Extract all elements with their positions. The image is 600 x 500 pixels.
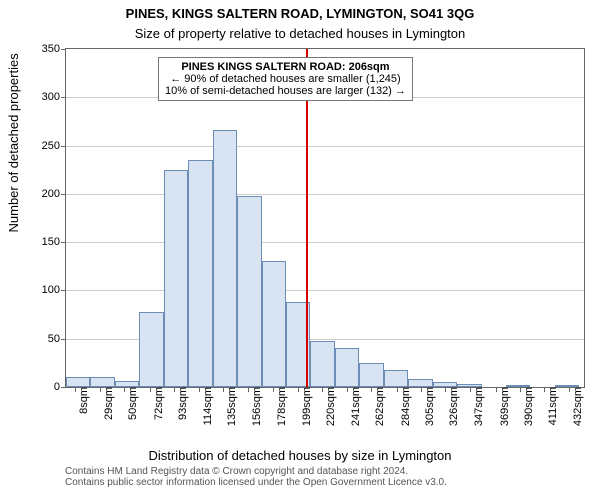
x-tick-label: 29sqm [100, 387, 115, 420]
chart-plot-area: 0501001502002503003508sqm29sqm50sqm72sqm… [65, 48, 585, 388]
histogram-bar [310, 341, 334, 387]
x-tick-label: 93sqm [174, 387, 189, 420]
gridline [66, 290, 584, 291]
histogram-bar [139, 312, 163, 387]
x-tick-label: 220sqm [322, 387, 337, 426]
x-tick-label: 432sqm [569, 387, 584, 426]
histogram-bar [237, 196, 261, 387]
annotation-line1: PINES KINGS SALTERN ROAD: 206sqm [181, 61, 389, 73]
gridline [66, 194, 584, 195]
chart-subtitle: Size of property relative to detached ho… [0, 26, 600, 41]
gridline [66, 146, 584, 147]
y-tick-label: 50 [48, 333, 66, 345]
histogram-bar [262, 261, 286, 387]
annotation-line2: ← 90% of detached houses are smaller (1,… [170, 73, 401, 85]
footer-text: Contains HM Land Registry data © Crown c… [65, 466, 447, 488]
annotation-line3: 10% of semi-detached houses are larger (… [165, 85, 406, 97]
y-tick-label: 350 [42, 43, 66, 55]
x-tick-label: 326sqm [445, 387, 460, 426]
x-tick-label: 262sqm [371, 387, 386, 426]
x-tick-label: 114sqm [199, 387, 214, 425]
x-tick-label: 135sqm [223, 387, 238, 426]
annotation-box: PINES KINGS SALTERN ROAD: 206sqm ← 90% o… [158, 57, 413, 101]
footer-line1: Contains HM Land Registry data © Crown c… [65, 466, 447, 477]
gridline [66, 242, 584, 243]
y-tick-label: 100 [42, 284, 66, 296]
x-tick-label: 241sqm [347, 387, 362, 426]
histogram-bar [408, 379, 432, 387]
histogram-bar [164, 170, 188, 387]
x-tick-label: 411sqm [544, 387, 559, 425]
y-axis-label: Number of detached properties [6, 53, 21, 232]
x-tick-label: 8sqm [75, 387, 90, 414]
footer-line2: Contains public sector information licen… [65, 477, 447, 488]
histogram-bar [359, 363, 383, 387]
histogram-bar [66, 377, 90, 387]
histogram-bar [335, 348, 359, 387]
y-tick-label: 250 [42, 140, 66, 152]
x-tick-label: 305sqm [421, 387, 436, 426]
y-tick-label: 0 [54, 381, 66, 393]
histogram-bar [213, 130, 237, 387]
x-tick-label: 50sqm [124, 387, 139, 420]
x-axis-label: Distribution of detached houses by size … [0, 448, 600, 463]
x-tick-label: 72sqm [150, 387, 165, 420]
x-tick-label: 347sqm [470, 387, 485, 426]
histogram-bar [90, 377, 114, 387]
x-tick-label: 390sqm [520, 387, 535, 426]
y-tick-label: 200 [42, 188, 66, 200]
x-tick-label: 199sqm [298, 387, 313, 426]
y-tick-label: 150 [42, 236, 66, 248]
chart-title: PINES, KINGS SALTERN ROAD, LYMINGTON, SO… [0, 6, 600, 21]
x-tick-label: 369sqm [496, 387, 511, 426]
x-tick-label: 284sqm [397, 387, 412, 426]
histogram-bar [188, 160, 212, 387]
x-tick-label: 178sqm [273, 387, 288, 426]
x-tick-label: 156sqm [248, 387, 263, 426]
y-tick-label: 300 [42, 91, 66, 103]
histogram-bar [384, 370, 408, 387]
